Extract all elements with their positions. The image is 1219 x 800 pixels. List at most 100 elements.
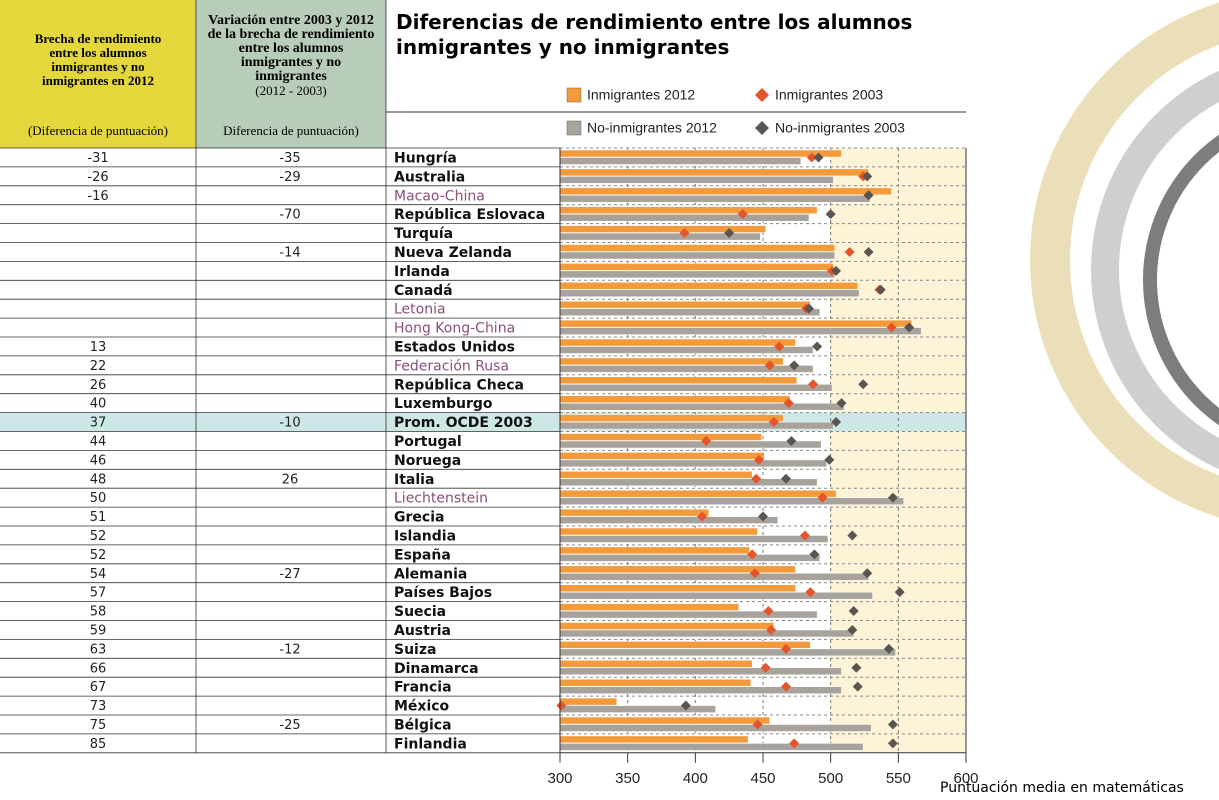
legend-label: No-inmigrantes 2012 — [587, 120, 717, 136]
x-tick-label: 450 — [750, 770, 775, 787]
bar — [560, 498, 904, 505]
country-label: Países Bajos — [394, 585, 492, 601]
bar — [560, 195, 870, 202]
gap-value: 13 — [90, 340, 107, 355]
change-value: -25 — [279, 718, 300, 733]
country-label: Australia — [394, 169, 465, 185]
country-label: Grecia — [394, 510, 444, 526]
legend-label: Inmigrantes 2012 — [587, 87, 695, 103]
bar — [560, 547, 749, 554]
legend-swatch — [755, 88, 769, 102]
legend-swatch — [567, 121, 581, 135]
bar — [560, 717, 770, 724]
x-tick-label: 500 — [818, 770, 843, 787]
bar — [560, 252, 835, 259]
country-label: Bélgica — [394, 717, 452, 733]
gap-value: 67 — [90, 680, 107, 695]
change-value: -12 — [279, 642, 300, 657]
country-label: Portugal — [394, 434, 462, 450]
gap-value: -16 — [87, 189, 108, 204]
country-label: Federación Rusa — [394, 358, 509, 374]
gap-value: 26 — [90, 378, 107, 393]
change-value: -10 — [279, 416, 300, 431]
header-change-unit: Diferencia de puntuación) — [196, 124, 386, 138]
country-label: Irlanda — [394, 264, 450, 280]
bar — [560, 452, 764, 459]
change-value: 26 — [282, 472, 299, 487]
gap-value: 54 — [90, 567, 107, 582]
country-label: Nueva Zelanda — [394, 245, 512, 261]
header-change: Variación entre 2003 y 2012 de la brecha… — [196, 14, 386, 98]
bar — [560, 687, 841, 694]
gap-value: 44 — [90, 434, 107, 449]
gap-value: 46 — [90, 453, 107, 468]
country-label: Hong Kong-China — [394, 321, 515, 337]
bar — [560, 150, 841, 157]
country-label: Letonia — [394, 302, 446, 318]
bar — [560, 736, 748, 743]
bar — [560, 158, 801, 165]
country-label: Turquía — [394, 226, 453, 242]
bar — [560, 479, 817, 486]
gap-value: 50 — [90, 491, 107, 506]
x-axis-label: Puntuación media en matemáticas — [940, 780, 1184, 796]
diamond-marker — [812, 341, 822, 351]
gap-value: 59 — [90, 623, 107, 638]
bar — [560, 706, 716, 713]
bar — [560, 725, 871, 732]
bar — [560, 649, 896, 656]
country-label: Islandia — [394, 528, 456, 544]
bar — [560, 460, 827, 467]
bar — [560, 517, 778, 524]
bar — [560, 301, 810, 308]
country-label: Estados Unidos — [394, 339, 515, 355]
bar — [560, 358, 783, 365]
country-label: República Eslovaca — [394, 207, 545, 223]
bar — [560, 585, 795, 592]
bar — [560, 415, 783, 422]
bar — [560, 263, 833, 270]
x-tick-label: 350 — [615, 770, 640, 787]
header-gap-unit: (Diferencia de puntuación) — [0, 124, 196, 138]
gap-value: -26 — [87, 170, 108, 185]
bar — [560, 309, 820, 316]
bar — [560, 328, 921, 335]
gap-value: 66 — [90, 661, 107, 676]
gap-value: 51 — [90, 510, 107, 525]
bar — [560, 339, 795, 346]
country-label: Austria — [394, 623, 451, 639]
bar — [560, 422, 833, 429]
country-label: Italia — [394, 472, 434, 488]
country-label: Hungría — [394, 150, 457, 166]
bar — [560, 214, 809, 221]
header-text: Variación entre 2003 y 2012 de la brecha… — [206, 14, 376, 84]
bar — [560, 176, 833, 183]
country-label: Alemania — [394, 566, 467, 582]
country-label: República Checa — [394, 377, 524, 393]
bar — [560, 623, 774, 630]
gap-value: 22 — [90, 359, 107, 374]
bar — [560, 630, 854, 637]
country-label: Luxemburgo — [394, 396, 493, 412]
country-label: Suecia — [394, 604, 446, 620]
legend-swatch — [567, 88, 581, 102]
bar — [560, 290, 859, 297]
bar — [560, 604, 739, 611]
bar — [560, 282, 858, 289]
country-label: Dinamarca — [394, 661, 479, 677]
gap-value: -31 — [87, 151, 108, 166]
legend-swatch — [755, 121, 769, 135]
bar — [560, 490, 836, 497]
bar — [560, 698, 617, 705]
bar — [560, 471, 752, 478]
change-value: -70 — [279, 208, 300, 223]
bar — [560, 509, 709, 516]
bar — [560, 592, 873, 599]
country-label: Prom. OCDE 2003 — [394, 415, 533, 431]
bar — [560, 188, 892, 195]
country-label: Macao-China — [394, 188, 485, 204]
legend-label: No-inmigrantes 2003 — [775, 120, 905, 136]
gap-value: 48 — [90, 472, 107, 487]
gap-value: 57 — [90, 586, 107, 601]
decoration — [1050, 10, 1219, 510]
